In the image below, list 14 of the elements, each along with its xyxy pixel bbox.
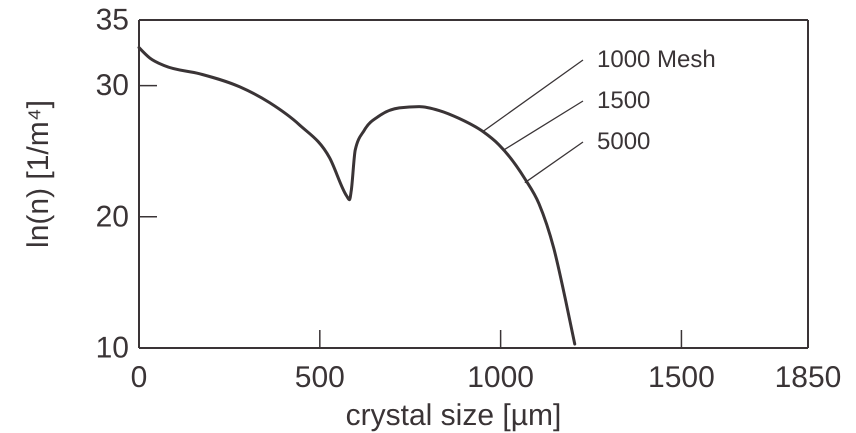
y-axis-title: ln(n) [1/m⁴] (22, 100, 55, 248)
annotation: 1000 Mesh (597, 46, 716, 73)
x-tick-label: 1500 (648, 361, 715, 394)
y-tick-label: 35 (96, 4, 129, 37)
x-tick-label: 1850 (774, 361, 842, 394)
y-tick-label: 20 (96, 200, 129, 234)
y-tick-label: 30 (96, 69, 129, 102)
x-tick-label: 1000 (467, 361, 534, 394)
x-tick-label: 500 (294, 361, 345, 394)
annotation: 5000 (597, 128, 650, 155)
y-tick-label: 10 (96, 332, 129, 365)
x-tick-label: 0 (130, 361, 148, 394)
x-axis-title: crystal size [µm] (346, 399, 562, 432)
annotation: 1500 (597, 87, 650, 114)
